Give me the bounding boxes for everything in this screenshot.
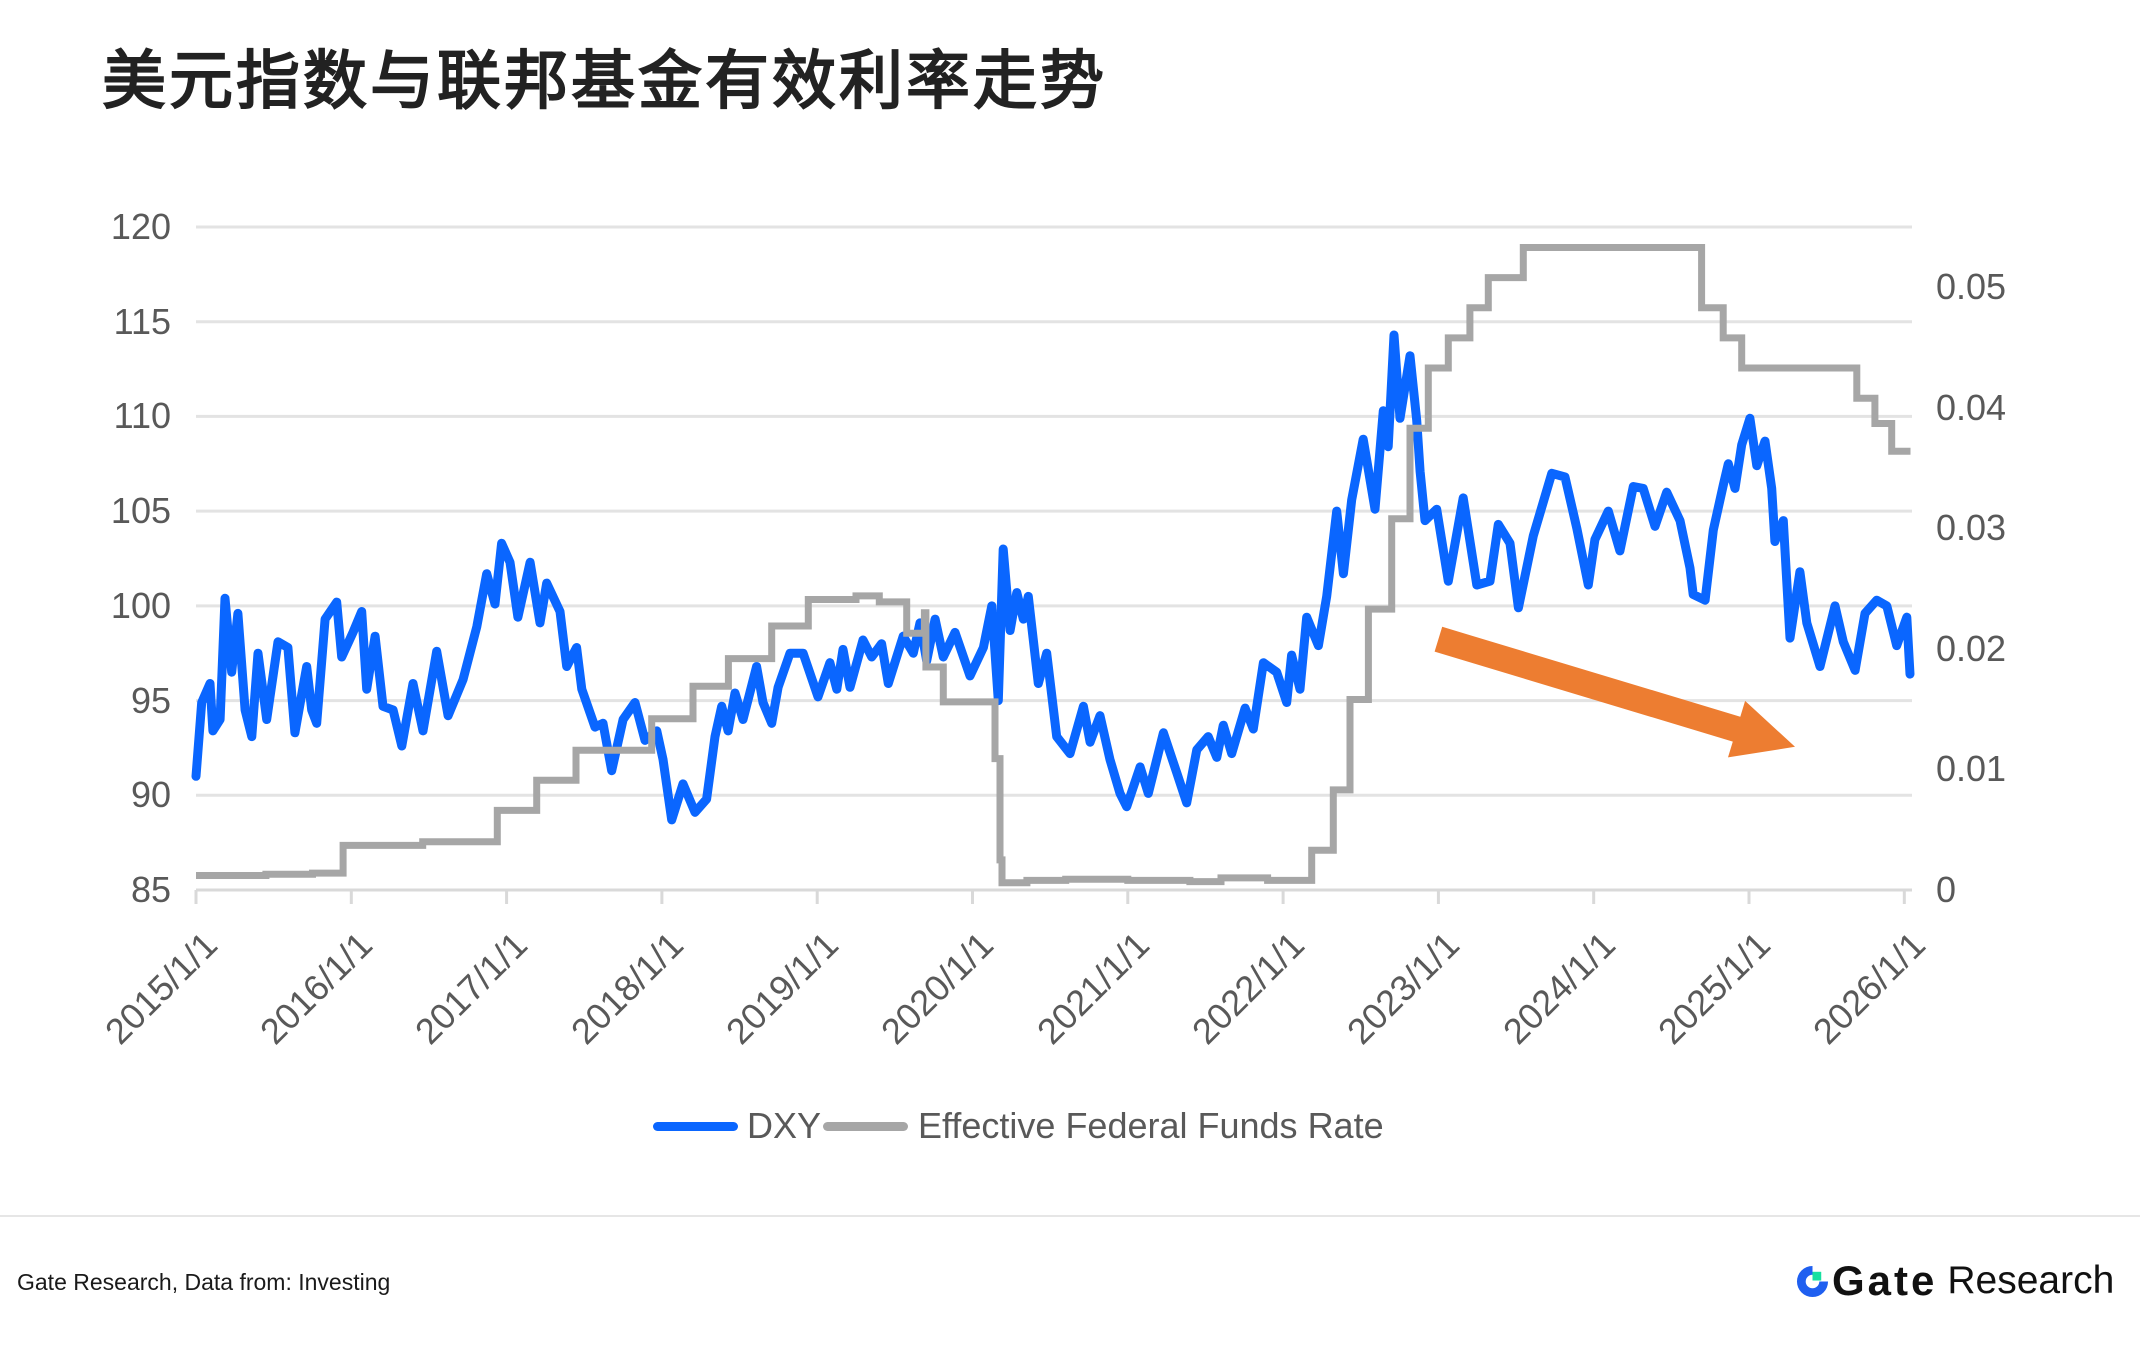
gate-logo-icon	[1796, 1265, 1829, 1297]
brand-name: Gate	[1832, 1257, 1938, 1304]
x-axis-ticks	[194, 890, 1906, 904]
gate-research-logo: Gate Research	[1796, 1258, 2114, 1304]
y-right-tick-label: 0.04	[1936, 386, 2007, 428]
legend-line-icon-effr	[823, 1121, 909, 1131]
y-left-tick-label: 95	[130, 679, 171, 721]
y-left-tick-label: 100	[110, 584, 171, 626]
y-left-tick-label: 85	[130, 869, 171, 910]
y-left-tick-label: 115	[113, 300, 171, 342]
effective-fed-funds-rate-line	[196, 244, 1911, 887]
downtrend-arrow-icon	[1434, 626, 1795, 758]
y-right-tick-label: 0.03	[1936, 507, 2007, 549]
chart-title: 美元指数与联邦基金有效利率走势	[102, 45, 1107, 119]
plot-area	[191, 225, 1915, 904]
legend-label-effr: Effective Federal Funds Rate	[918, 1105, 1384, 1146]
legend-label-dxy: DXY	[747, 1105, 822, 1146]
brand-suffix: Research	[1947, 1259, 2115, 1302]
legend-item-dxy: DXY	[653, 1108, 821, 1144]
dxy-line	[191, 330, 1915, 825]
gridlines	[196, 225, 1912, 892]
y-right-tick-label: 0.05	[1936, 266, 2007, 308]
chart: DXY Effective Federal Funds Rate 85 90 95 1…	[97, 206, 2007, 1144]
y-right-tick-label: 0	[1936, 869, 1957, 910]
y-left-tick-label: 110	[113, 395, 171, 437]
y-left-tick-label: 120	[110, 206, 171, 247]
source-credit: Gate Research, Data from: Investing	[17, 1269, 391, 1295]
y-right-tick-label: 0.01	[1936, 748, 2007, 790]
y-left-tick-label: 90	[130, 774, 171, 816]
legend-item-effr: Effective Federal Funds Rate	[823, 1108, 1384, 1144]
y-right-tick-label: 0.02	[1936, 627, 2007, 669]
y-left-tick-label: 105	[110, 490, 171, 532]
legend-line-icon-dxy	[653, 1121, 738, 1131]
chart-legend: DXY Effective Federal Funds Rate	[653, 1108, 1384, 1144]
footer-divider	[0, 1215, 2140, 1217]
